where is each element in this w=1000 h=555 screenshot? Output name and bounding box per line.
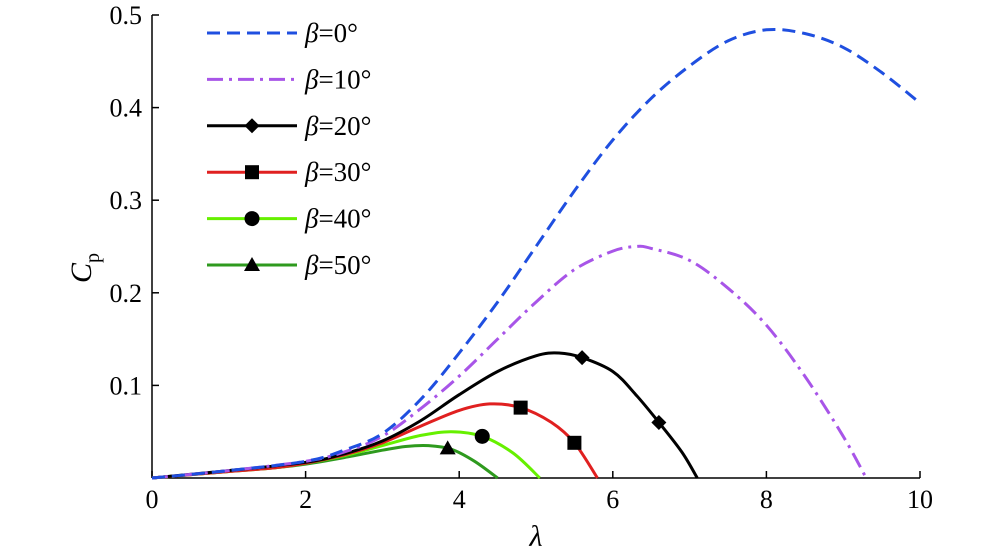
y-axis-title-sub: p (82, 253, 104, 263)
x-axis-title: λ (529, 520, 543, 553)
legend-entry-beta-50: β=50° (207, 250, 371, 280)
legend: β=0° β=10° β=20° β=30° β=40° β=50° (207, 18, 371, 280)
legend-marker (245, 165, 259, 180)
series-markers (439, 350, 667, 455)
legend-marker (244, 211, 260, 227)
svg-text:Cp: Cp (65, 253, 104, 283)
series-lines (151, 27, 921, 480)
legend-label: β=0° (304, 18, 358, 48)
x-tick-label: 4 (453, 485, 466, 514)
x-tick-label: 8 (760, 485, 773, 514)
series-line-beta-0 (151, 27, 921, 480)
legend-label: β=50° (304, 250, 371, 280)
y-tick-label: 0.3 (110, 186, 143, 215)
legend-entry-beta-40: β=40° (207, 204, 371, 234)
legend-entry-beta-20: β=20° (207, 111, 371, 141)
y-tick-label: 0.2 (110, 279, 143, 308)
series-marker-beta-50 (439, 440, 456, 455)
legend-label: β=10° (304, 64, 371, 94)
series-marker-beta-40 (474, 428, 490, 444)
legend-entry-beta-0: β=0° (207, 18, 358, 48)
y-tick-label: 0.4 (110, 94, 143, 123)
x-tick-label: 2 (299, 485, 312, 514)
y-tick-label: 0.5 (110, 1, 143, 30)
x-tick-label: 6 (606, 485, 619, 514)
y-tick-label: 0.1 (110, 371, 143, 400)
y-axis-title-main: C (65, 262, 98, 283)
series-marker-beta-30 (567, 435, 582, 450)
legend-label: β=30° (304, 157, 371, 187)
series-marker-beta-30 (513, 400, 528, 415)
series-line-beta-20 (151, 351, 699, 480)
series-marker-beta-20 (651, 414, 667, 430)
legend-entry-beta-30: β=30° (207, 157, 371, 187)
x-tick-label: 10 (907, 485, 933, 514)
series-marker-beta-20 (574, 350, 590, 366)
series-line-beta-30 (151, 402, 599, 480)
legend-label: β=40° (304, 204, 371, 234)
ticks: 0 2 4 6 8 10 0.1 0.2 0.3 0.4 0.5 (110, 1, 934, 514)
series-line-beta-10 (151, 244, 868, 480)
legend-label: β=20° (304, 111, 371, 141)
x-tick-label: 0 (146, 485, 159, 514)
y-axis-title: Cp (65, 253, 104, 283)
legend-marker (244, 257, 260, 271)
legend-entry-beta-10: β=10° (207, 64, 371, 94)
legend-marker (244, 118, 260, 134)
axes (151, 15, 920, 479)
